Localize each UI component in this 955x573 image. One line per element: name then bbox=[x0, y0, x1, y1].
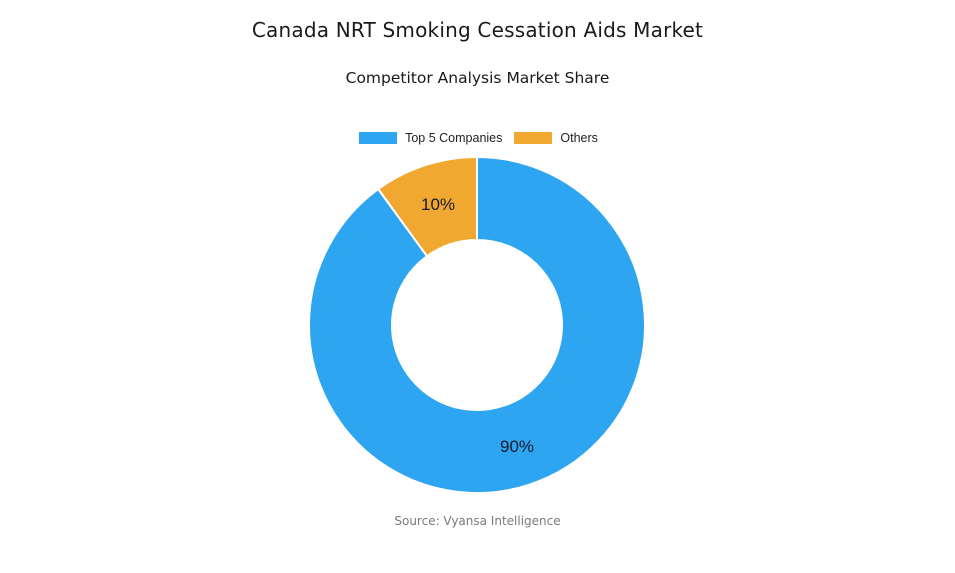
legend-item-others[interactable]: Others bbox=[514, 131, 598, 145]
chart-legend: Top 5 Companies Others bbox=[0, 131, 955, 145]
legend-label-top5: Top 5 Companies bbox=[405, 131, 503, 145]
legend-item-top5[interactable]: Top 5 Companies bbox=[359, 131, 502, 145]
slice-label-top5: 90% bbox=[500, 437, 534, 456]
legend-swatch-top5 bbox=[359, 132, 398, 144]
chart-title: Canada NRT Smoking Cessation Aids Market bbox=[251, 18, 704, 42]
slice-label-others: 10% bbox=[421, 195, 455, 214]
legend-label-others: Others bbox=[560, 131, 598, 145]
legend-swatch-others bbox=[514, 132, 553, 144]
slice-top5[interactable] bbox=[308, 155, 646, 494]
source-note: Source: Vyansa Intelligence bbox=[394, 514, 561, 528]
chart-subtitle: Competitor Analysis Market Share bbox=[345, 69, 610, 87]
slice-others[interactable] bbox=[376, 155, 478, 258]
